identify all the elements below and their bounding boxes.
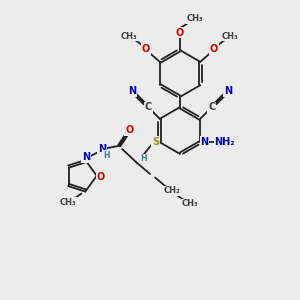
Text: CH₃: CH₃	[187, 14, 203, 23]
Text: N: N	[128, 86, 136, 96]
Text: N: N	[200, 137, 208, 147]
Text: S: S	[152, 137, 159, 147]
Text: CH₃: CH₃	[182, 200, 198, 208]
Text: O: O	[97, 172, 105, 182]
Text: O: O	[176, 28, 184, 38]
Text: NH₂: NH₂	[214, 136, 235, 147]
Text: O: O	[210, 44, 218, 54]
Text: O: O	[125, 125, 133, 135]
Text: CH₃: CH₃	[60, 197, 76, 206]
Text: O: O	[142, 44, 150, 54]
Text: N: N	[98, 144, 106, 154]
Text: CH₂: CH₂	[164, 186, 180, 195]
Text: CH₃: CH₃	[222, 32, 238, 41]
Text: H: H	[103, 151, 110, 160]
Text: H: H	[140, 154, 146, 164]
Text: N: N	[224, 86, 232, 96]
Text: N: N	[82, 152, 90, 162]
Text: C: C	[208, 102, 215, 112]
Text: C: C	[145, 102, 152, 112]
Text: CH₃: CH₃	[121, 32, 137, 41]
